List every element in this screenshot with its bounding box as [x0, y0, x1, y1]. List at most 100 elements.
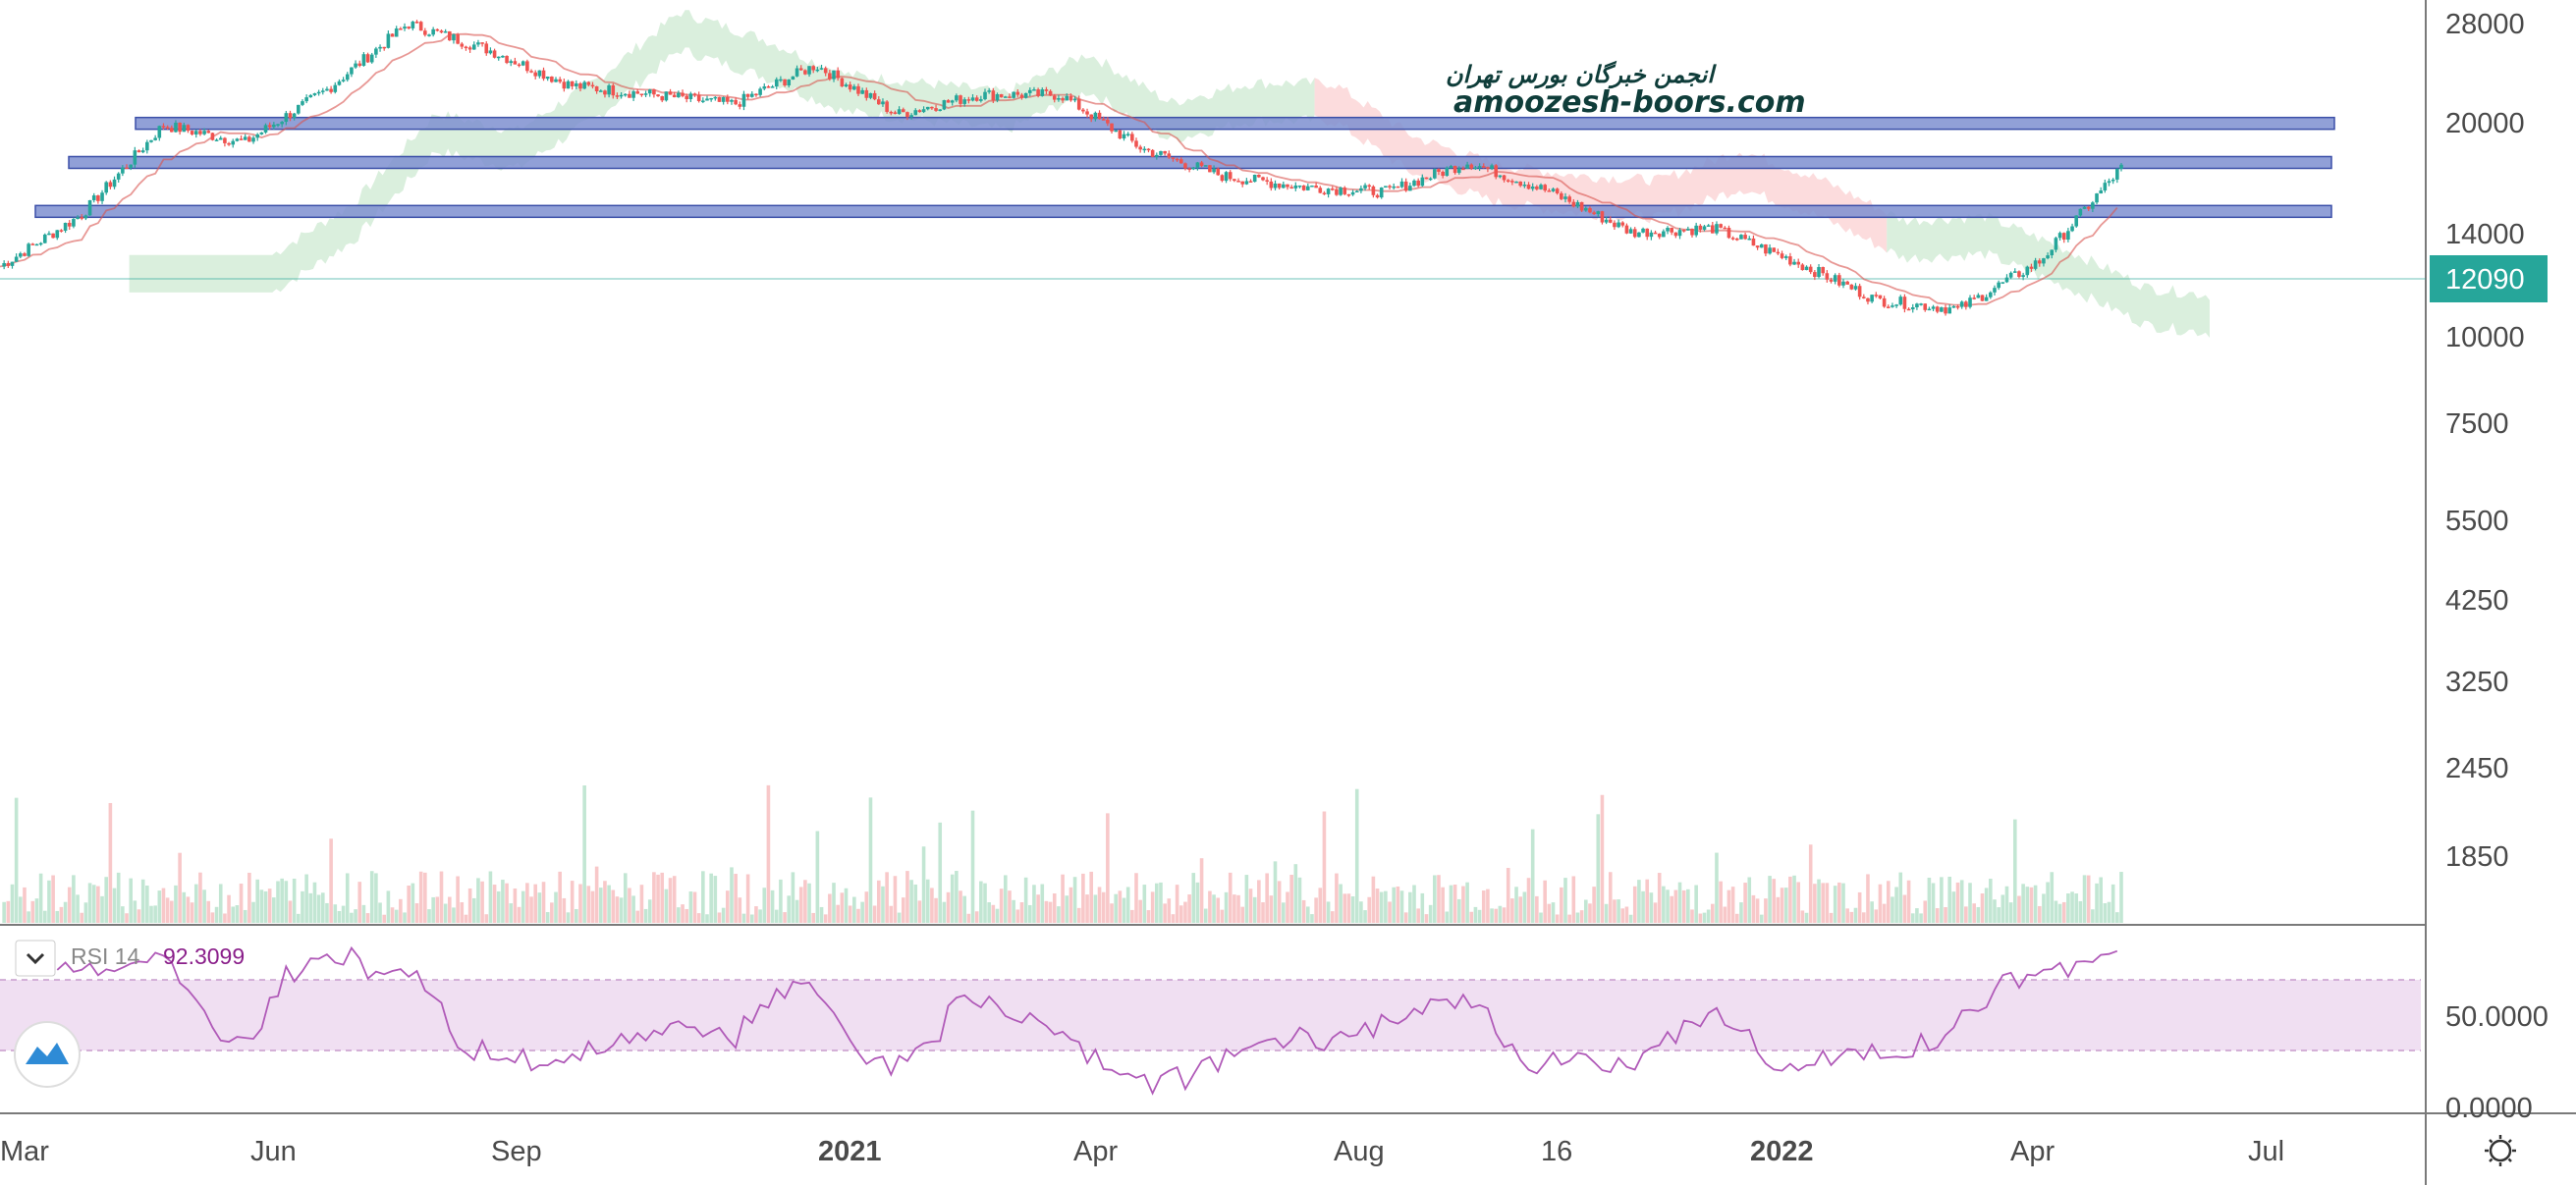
candle-body[interactable] [770, 86, 775, 88]
candle-body[interactable] [709, 97, 713, 100]
candle-body[interactable] [460, 43, 465, 47]
candle-body[interactable] [754, 93, 758, 96]
candle-body[interactable] [223, 137, 227, 143]
candle-body[interactable] [83, 215, 88, 219]
candle-body[interactable] [284, 113, 289, 123]
candle-body[interactable] [1326, 189, 1331, 194]
candle-body[interactable] [1849, 284, 1854, 290]
candle-body[interactable] [558, 79, 562, 82]
candle-body[interactable] [1486, 167, 1490, 169]
candle-body[interactable] [643, 93, 648, 95]
candle-body[interactable] [1968, 297, 1972, 307]
candle-body[interactable] [255, 134, 259, 138]
candle-body[interactable] [628, 93, 631, 98]
candle-body[interactable] [1723, 227, 1727, 230]
candle-body[interactable] [153, 137, 157, 140]
candle-body[interactable] [848, 84, 852, 90]
candle-body[interactable] [38, 242, 43, 245]
candle-body[interactable] [1915, 303, 1919, 308]
candle-body[interactable] [1412, 180, 1416, 187]
candle-body[interactable] [108, 182, 113, 188]
candle-body[interactable] [251, 137, 255, 142]
candle-body[interactable] [10, 261, 15, 266]
candle-body[interactable] [1530, 187, 1535, 189]
candle-body[interactable] [386, 33, 391, 48]
candle-body[interactable] [688, 93, 693, 100]
candle-body[interactable] [619, 94, 624, 97]
candle-body[interactable] [341, 80, 346, 81]
candle-body[interactable] [1346, 193, 1351, 196]
candle-body[interactable] [1052, 95, 1057, 100]
candle-body[interactable] [1305, 186, 1310, 190]
candle-body[interactable] [169, 128, 174, 133]
candle-body[interactable] [30, 243, 35, 245]
candle-body[interactable] [721, 96, 726, 102]
candle-body[interactable] [1228, 172, 1233, 180]
candle-body[interactable] [705, 98, 709, 101]
candle-body[interactable] [1944, 307, 1947, 314]
candle-body[interactable] [889, 111, 894, 114]
candle-body[interactable] [696, 94, 701, 101]
candle-body[interactable] [1477, 166, 1482, 168]
candle-body[interactable] [2061, 233, 2066, 241]
candle-body[interactable] [2054, 238, 2058, 250]
candle-body[interactable] [378, 46, 382, 49]
candle-body[interactable] [1613, 222, 1617, 228]
candle-body[interactable] [942, 100, 947, 110]
candle-body[interactable] [467, 47, 472, 50]
candle-body[interactable] [578, 82, 582, 89]
candle-body[interactable] [1433, 169, 1437, 179]
candle-body[interactable] [823, 68, 828, 74]
candle-body[interactable] [1428, 178, 1433, 181]
candle-body[interactable] [34, 243, 39, 246]
candle-body[interactable] [133, 150, 137, 165]
candle-body[interactable] [1547, 190, 1552, 192]
candle-body[interactable] [1498, 175, 1503, 178]
candle-body[interactable] [868, 92, 873, 98]
candle-body[interactable] [738, 104, 742, 107]
candle-body[interactable] [182, 125, 187, 133]
candle-body[interactable] [1286, 184, 1289, 188]
candle-body[interactable] [566, 81, 571, 89]
price-axis[interactable]: 28000 20000 14000 10000 7500 5500 4250 3… [2445, 9, 2525, 873]
candle-body[interactable] [1208, 165, 1212, 173]
candle-body[interactable] [791, 76, 795, 81]
candle-body[interactable] [80, 217, 84, 219]
candle-body[interactable] [1739, 235, 1743, 240]
candle-body[interactable] [1825, 273, 1830, 280]
candle-body[interactable] [1293, 185, 1298, 189]
candle-body[interactable] [227, 142, 231, 145]
candle-body[interactable] [1886, 306, 1891, 308]
candle-body[interactable] [1269, 181, 1274, 189]
candle-body[interactable] [1175, 158, 1179, 161]
candle-body[interactable] [55, 230, 60, 239]
candle-body[interactable] [607, 84, 611, 95]
candle-body[interactable] [1743, 235, 1747, 240]
candle-body[interactable] [545, 77, 550, 80]
candle-body[interactable] [1233, 179, 1236, 182]
candle-body[interactable] [1125, 134, 1130, 135]
candle-body[interactable] [1465, 164, 1469, 169]
candle-body[interactable] [1310, 185, 1314, 188]
candle-body[interactable] [852, 85, 856, 90]
candle-body[interactable] [304, 97, 308, 102]
candle-body[interactable] [1093, 112, 1098, 120]
candle-body[interactable] [1608, 219, 1613, 223]
candle-body[interactable] [427, 34, 431, 36]
candle-body[interactable] [23, 253, 27, 256]
candle-body[interactable] [1620, 222, 1625, 226]
candle-body[interactable] [1363, 185, 1367, 189]
candle-body[interactable] [1813, 272, 1817, 278]
candle-body[interactable] [1845, 281, 1849, 285]
candle-body[interactable] [1023, 92, 1028, 98]
candle-body[interactable] [1481, 166, 1486, 168]
candle-body[interactable] [664, 91, 669, 101]
candle-body[interactable] [766, 86, 771, 88]
candle-body[interactable] [1122, 134, 1126, 139]
candle-body[interactable] [1036, 89, 1040, 96]
candle-body[interactable] [1015, 91, 1020, 95]
candle-body[interactable] [1110, 123, 1114, 132]
candle-body[interactable] [2029, 266, 2034, 269]
candle-body[interactable] [1371, 186, 1376, 195]
candle-body[interactable] [280, 122, 284, 125]
